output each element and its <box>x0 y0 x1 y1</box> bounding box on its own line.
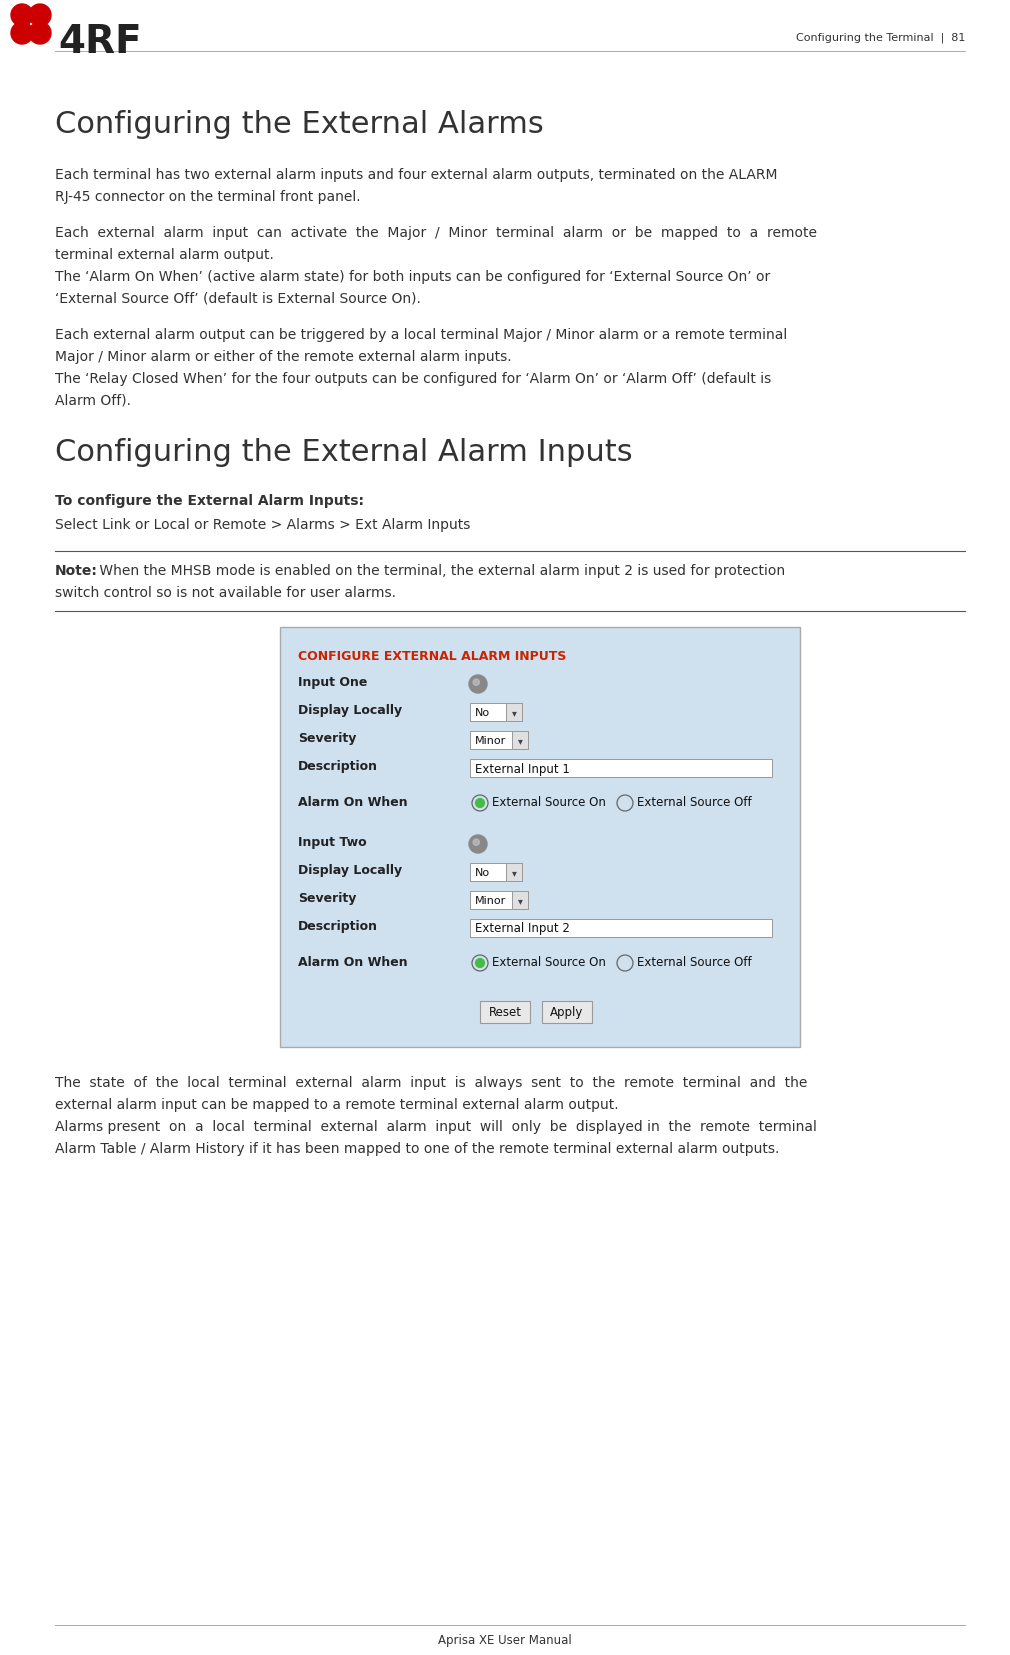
Text: Configuring the Terminal  |  81: Configuring the Terminal | 81 <box>796 33 965 43</box>
Text: Configuring the External Alarm Inputs: Configuring the External Alarm Inputs <box>55 437 632 467</box>
Text: Each terminal has two external alarm inputs and four external alarm outputs, ter: Each terminal has two external alarm inp… <box>55 167 778 182</box>
Text: External Input 2: External Input 2 <box>475 922 570 935</box>
Text: Each external alarm output can be triggered by a local terminal Major / Minor al: Each external alarm output can be trigge… <box>55 328 787 343</box>
Text: Note:: Note: <box>55 564 98 578</box>
Circle shape <box>473 680 480 685</box>
Text: Alarm Table / Alarm History if it has been mapped to one of the remote terminal : Alarm Table / Alarm History if it has be… <box>55 1142 780 1155</box>
Text: Minor: Minor <box>475 735 506 745</box>
Text: Severity: Severity <box>298 892 357 904</box>
Text: Description: Description <box>298 920 378 932</box>
Text: RJ-45 connector on the terminal front panel.: RJ-45 connector on the terminal front pa… <box>55 190 361 204</box>
Circle shape <box>11 23 33 45</box>
FancyBboxPatch shape <box>470 732 528 750</box>
Text: Configuring the External Alarms: Configuring the External Alarms <box>55 109 543 139</box>
Circle shape <box>469 836 487 854</box>
Text: ▾: ▾ <box>517 895 522 905</box>
Text: Alarms present  on  a  local  terminal  external  alarm  input  will  only  be  : Alarms present on a local terminal exter… <box>55 1119 817 1134</box>
Text: Input Two: Input Two <box>298 836 367 849</box>
Text: CONFIGURE EXTERNAL ALARM INPUTS: CONFIGURE EXTERNAL ALARM INPUTS <box>298 650 567 662</box>
Text: When the MHSB mode is enabled on the terminal, the external alarm input 2 is use: When the MHSB mode is enabled on the ter… <box>95 564 785 578</box>
FancyBboxPatch shape <box>512 732 528 750</box>
Text: Alarm On When: Alarm On When <box>298 796 408 809</box>
FancyBboxPatch shape <box>542 1001 592 1023</box>
FancyBboxPatch shape <box>470 760 772 778</box>
Text: Select Link or Local or Remote > Alarms > Ext Alarm Inputs: Select Link or Local or Remote > Alarms … <box>55 518 471 531</box>
Text: No: No <box>475 867 490 877</box>
Text: Reset: Reset <box>489 1006 521 1019</box>
Text: Severity: Severity <box>298 732 357 745</box>
Text: External Source Off: External Source Off <box>637 796 751 809</box>
FancyBboxPatch shape <box>470 920 772 937</box>
Circle shape <box>476 799 485 808</box>
Text: External Source On: External Source On <box>492 796 606 809</box>
Text: ▾: ▾ <box>511 867 516 877</box>
FancyBboxPatch shape <box>470 892 528 910</box>
Text: Aprisa XE User Manual: Aprisa XE User Manual <box>438 1633 572 1647</box>
FancyBboxPatch shape <box>280 627 800 1048</box>
Text: Display Locally: Display Locally <box>298 864 402 877</box>
Circle shape <box>29 23 50 45</box>
FancyBboxPatch shape <box>470 703 522 722</box>
Text: The  state  of  the  local  terminal  external  alarm  input  is  always  sent  : The state of the local terminal external… <box>55 1076 807 1089</box>
Circle shape <box>29 5 50 26</box>
Text: 4RF: 4RF <box>58 23 141 61</box>
Text: Description: Description <box>298 760 378 773</box>
Text: External Source On: External Source On <box>492 955 606 968</box>
Text: External Source Off: External Source Off <box>637 955 751 968</box>
Text: terminal external alarm output.: terminal external alarm output. <box>55 248 274 261</box>
FancyBboxPatch shape <box>506 703 522 722</box>
Text: Alarm Off).: Alarm Off). <box>55 394 131 407</box>
Text: ▾: ▾ <box>517 735 522 745</box>
Text: Major / Minor alarm or either of the remote external alarm inputs.: Major / Minor alarm or either of the rem… <box>55 349 512 364</box>
Text: The ‘Alarm On When’ (active alarm state) for both inputs can be configured for ‘: The ‘Alarm On When’ (active alarm state)… <box>55 270 771 283</box>
Text: Each  external  alarm  input  can  activate  the  Major  /  Minor  terminal  ala: Each external alarm input can activate t… <box>55 225 817 240</box>
Text: External Input 1: External Input 1 <box>475 761 570 775</box>
Circle shape <box>11 5 33 26</box>
Text: No: No <box>475 708 490 718</box>
Circle shape <box>469 675 487 693</box>
Text: Minor: Minor <box>475 895 506 905</box>
FancyBboxPatch shape <box>470 864 522 882</box>
Text: The ‘Relay Closed When’ for the four outputs can be configured for ‘Alarm On’ or: The ‘Relay Closed When’ for the four out… <box>55 372 772 386</box>
FancyBboxPatch shape <box>506 864 522 882</box>
FancyBboxPatch shape <box>512 892 528 910</box>
Text: Apply: Apply <box>550 1006 584 1019</box>
Text: Alarm On When: Alarm On When <box>298 955 408 968</box>
Text: external alarm input can be mapped to a remote terminal external alarm output.: external alarm input can be mapped to a … <box>55 1097 618 1111</box>
FancyBboxPatch shape <box>480 1001 530 1023</box>
Text: Display Locally: Display Locally <box>298 703 402 717</box>
Text: Input One: Input One <box>298 675 368 688</box>
Text: To configure the External Alarm Inputs:: To configure the External Alarm Inputs: <box>55 493 364 508</box>
Circle shape <box>473 839 480 846</box>
Text: ▾: ▾ <box>511 708 516 718</box>
Circle shape <box>476 958 485 968</box>
Text: switch control so is not available for user alarms.: switch control so is not available for u… <box>55 586 396 599</box>
Text: ‘External Source Off’ (default is External Source On).: ‘External Source Off’ (default is Extern… <box>55 291 421 306</box>
